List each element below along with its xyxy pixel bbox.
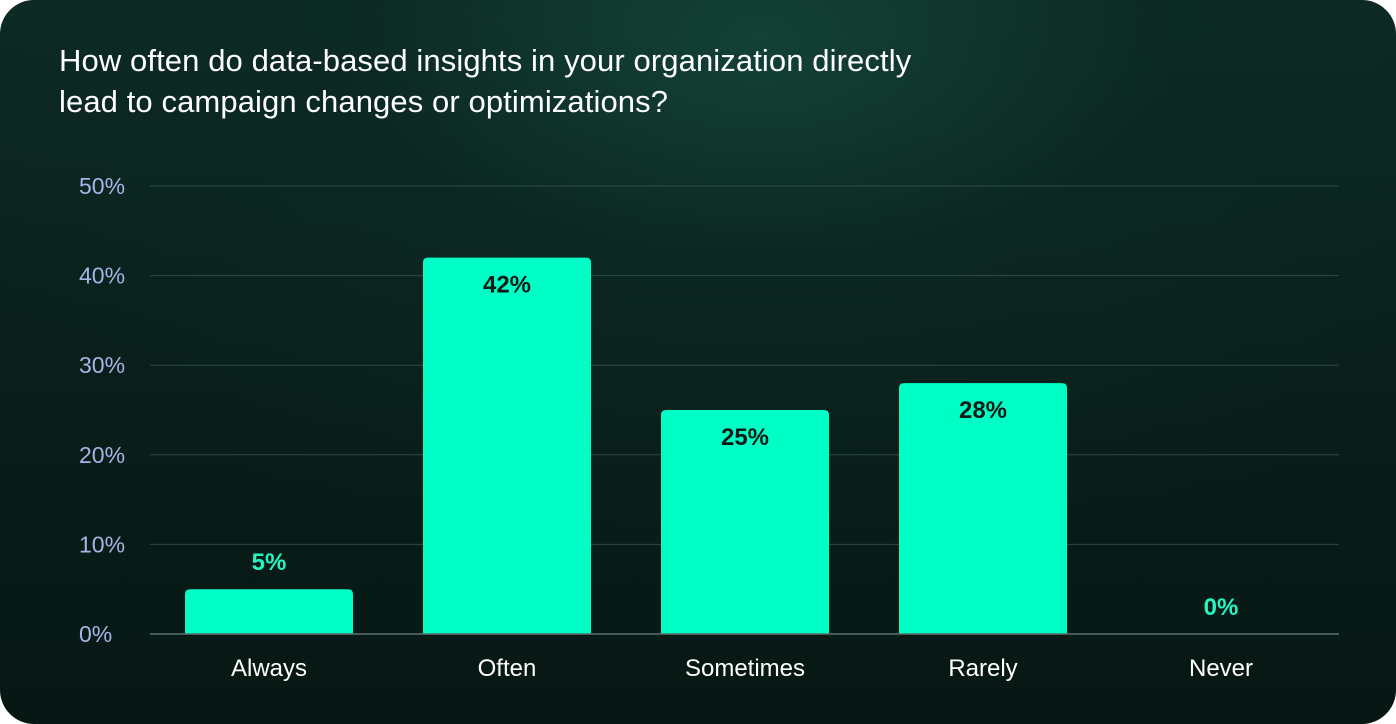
data-label-often: 42% <box>483 272 531 299</box>
data-label-rarely: 28% <box>959 397 1007 424</box>
x-tick-label: Often <box>478 655 537 682</box>
bars <box>185 257 1067 634</box>
data-label-never: 0% <box>1204 594 1239 621</box>
data-label-sometimes: 25% <box>721 424 769 451</box>
bar-often <box>423 257 591 634</box>
y-tick-label: 50% <box>79 173 125 199</box>
data-labels: 5% 42% 25% 28% 0% <box>252 272 1239 621</box>
y-tick-label: 10% <box>79 531 125 557</box>
y-tick-label: 40% <box>79 263 125 289</box>
x-tick-label: Always <box>231 655 307 682</box>
chart-title: How often do data-based insights in your… <box>59 43 912 119</box>
y-axis-ticks: 0% 10% 20% 30% 40% 50% <box>79 173 125 647</box>
bar-sometimes <box>661 410 829 634</box>
y-tick-label: 20% <box>79 442 125 468</box>
bar-rarely <box>899 383 1067 634</box>
x-tick-label: Rarely <box>948 655 1017 682</box>
x-axis-ticks: Always Often Sometimes Rarely Never <box>231 655 1253 682</box>
data-label-always: 5% <box>252 549 287 576</box>
bar-always <box>185 589 353 634</box>
x-tick-label: Sometimes <box>685 655 805 682</box>
y-tick-label: 30% <box>79 352 125 378</box>
x-tick-label: Never <box>1189 655 1253 682</box>
y-tick-label: 0% <box>79 621 112 647</box>
